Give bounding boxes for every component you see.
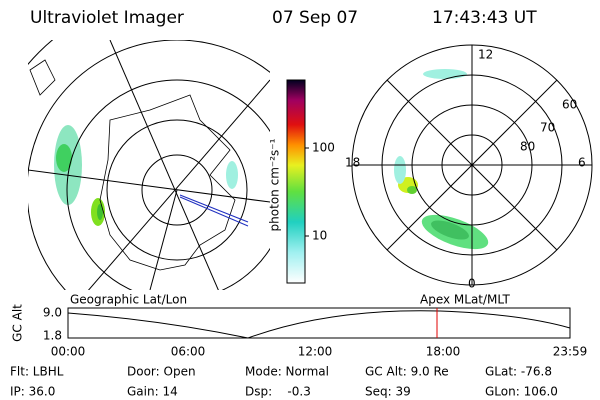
altitude-y-label: 1.8	[43, 329, 62, 343]
time-label: 06:00	[171, 345, 206, 359]
footer-field: GLon: 106.0	[485, 385, 558, 399]
polar-label: 0	[468, 277, 476, 291]
colorbar-label: photon cm⁻²s⁻¹	[268, 138, 282, 231]
polar-grid	[351, 44, 593, 286]
date: 07 Sep 07	[272, 8, 358, 28]
footer-field: Mode: Normal	[245, 365, 329, 379]
colorbar-tick-label: 100	[312, 141, 335, 155]
polar-label: 80	[520, 140, 535, 154]
footer-field: GLat: -76.8	[485, 365, 552, 379]
polar-label: 18	[345, 156, 360, 170]
time-label: 23:59	[553, 345, 588, 359]
panel-label: Apex MLat/MLT	[420, 293, 510, 307]
panel-label: Geographic Lat/Lon	[70, 293, 187, 307]
geographic-map	[28, 40, 270, 290]
footer-field: Flt: LBHL	[10, 365, 64, 379]
polar-label: 6	[578, 156, 586, 170]
footer-field: Seq: 39	[365, 385, 411, 399]
footer-field: Door: Open	[127, 365, 196, 379]
time-label: 12:00	[298, 345, 333, 359]
footer-field: Dsp: -0.3	[245, 385, 311, 399]
colorbar-tick-label: 10	[312, 229, 327, 243]
altitude-y-label: 9.0	[43, 306, 62, 320]
polar-label: 60	[562, 98, 577, 112]
altitude-plot	[67, 307, 571, 339]
footer-field: GC Alt: 9.0 Re	[365, 365, 449, 379]
altitude-axis-label: GC Alt	[11, 304, 25, 342]
footer-field: Gain: 14	[127, 385, 178, 399]
colorbar	[286, 79, 306, 284]
polar-label: 70	[540, 121, 555, 135]
time-label: 00:00	[51, 345, 86, 359]
footer-field: IP: 36.0	[10, 385, 55, 399]
altitude-curve	[67, 310, 571, 339]
time-label: 18:00	[426, 345, 461, 359]
title: Ultraviolet Imager	[30, 8, 184, 28]
time: 17:43:43 UT	[432, 8, 537, 28]
polar-label: 12	[478, 48, 493, 62]
